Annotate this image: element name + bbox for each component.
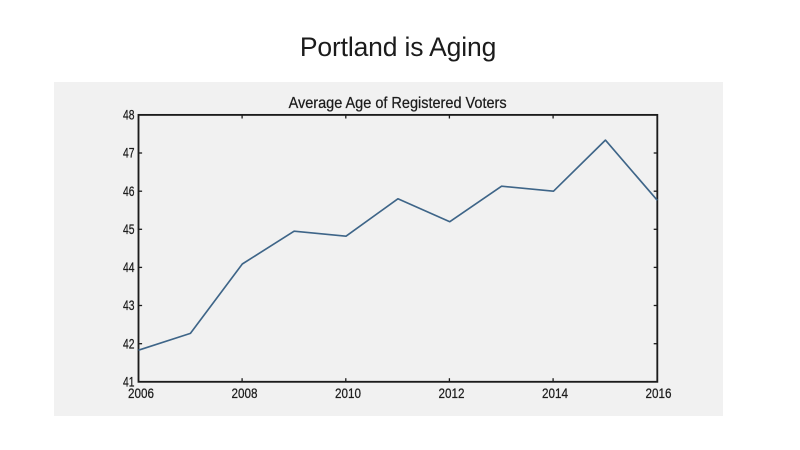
svg-text:45: 45 xyxy=(123,222,135,237)
svg-text:43: 43 xyxy=(123,298,135,313)
svg-text:2012: 2012 xyxy=(438,386,464,401)
svg-text:2016: 2016 xyxy=(645,386,671,401)
svg-text:2008: 2008 xyxy=(231,386,257,401)
svg-text:2010: 2010 xyxy=(335,386,361,401)
svg-text:48: 48 xyxy=(123,108,135,123)
svg-text:44: 44 xyxy=(123,260,135,275)
svg-text:42: 42 xyxy=(123,336,135,351)
svg-text:Average Age of Registered Vote: Average Age of Registered Voters xyxy=(288,95,506,112)
svg-text:46: 46 xyxy=(123,184,135,199)
svg-text:2006: 2006 xyxy=(128,386,154,401)
svg-text:2014: 2014 xyxy=(542,386,568,401)
svg-text:41: 41 xyxy=(123,375,135,390)
svg-text:47: 47 xyxy=(123,146,135,161)
